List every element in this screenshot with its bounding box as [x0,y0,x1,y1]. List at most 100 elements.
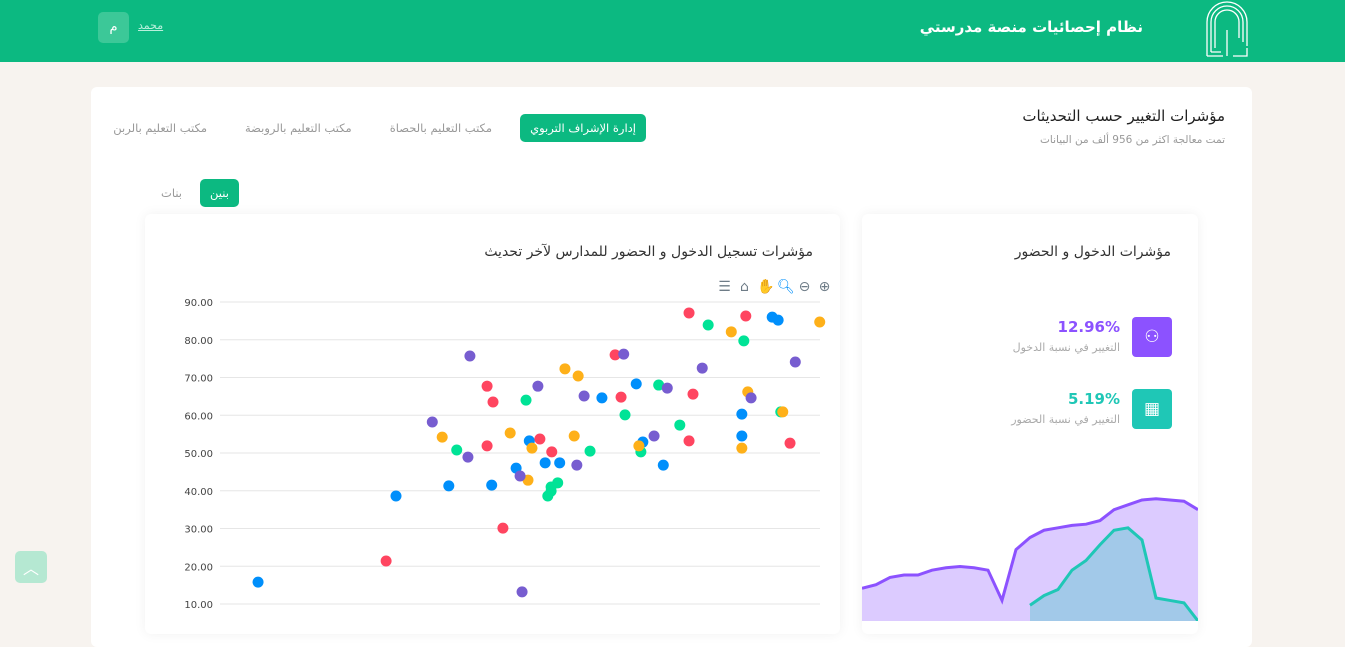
tab-rayn-office[interactable]: مكتب التعليم بالربن [113,121,208,135]
scatter-point[interactable] [596,392,608,404]
scatter-point[interactable] [738,335,750,347]
scatter-point[interactable] [772,314,784,326]
scatter-point[interactable] [462,451,474,463]
scatter-plot: 90.00 80.00 70.00 60.00 50.00 40.00 30.00 20.00… [184,298,826,611]
scatter-point[interactable] [546,446,558,458]
chevron-up-icon: ︿ [22,559,39,578]
scatter-point[interactable] [683,307,695,319]
y-tick-label: 60.00 [184,411,213,422]
scatter-point[interactable] [520,394,532,406]
scatter-point[interactable] [648,430,660,442]
scatter-point[interactable] [814,316,826,328]
scatter-point[interactable] [745,392,757,404]
avatar[interactable]: م [98,12,129,43]
scatter-point[interactable] [696,362,708,374]
menu-icon[interactable]: ☰ [718,279,731,295]
scatter-point[interactable] [481,440,493,452]
pan-icon[interactable]: ✋ [757,279,775,295]
scatter-point[interactable] [674,419,686,431]
scatter-point[interactable] [789,356,801,368]
scatter-point[interactable] [390,490,402,502]
scatter-point[interactable] [571,459,583,471]
scatter-point[interactable] [661,382,673,394]
scatter-point[interactable] [252,576,264,588]
scatter-point[interactable] [657,459,669,471]
scatter-point[interactable] [633,440,645,452]
scatter-point[interactable] [554,457,566,469]
y-tick-label: 90.00 [184,298,213,309]
scatter-point[interactable] [552,477,564,489]
scatter-point[interactable] [618,348,630,360]
scatter-point[interactable] [514,470,526,482]
area-fill [1030,527,1198,621]
scatter-point[interactable] [451,444,463,456]
y-tick-label: 30.00 [184,525,213,536]
tab-rawdha-office[interactable]: مكتب التعليم بالروبضة [245,121,352,135]
scatter-point[interactable] [784,437,796,449]
zoom-in-icon[interactable]: ⊕ [818,279,831,295]
scatter-point[interactable] [702,319,714,331]
scatter-point[interactable] [426,416,438,428]
scatter-point[interactable] [736,442,748,454]
tab-girls[interactable]: بنات [161,186,183,200]
zoom-select-icon[interactable]: 🔍︎ [777,279,795,295]
scroll-top-button[interactable]: ︿ [15,551,47,583]
scatter-point[interactable] [584,445,596,457]
scatter-point[interactable] [736,430,748,442]
scatter-point[interactable] [534,433,546,445]
scatter-point[interactable] [539,457,551,469]
tab-hasa-office[interactable]: مكتب التعليم بالحصاة [389,121,493,135]
area-line [862,497,1198,605]
scatter-point[interactable] [725,326,737,338]
scatter-point[interactable] [630,378,642,390]
scatter-point[interactable] [653,379,665,391]
y-tick-label: 50.00 [184,449,213,460]
y-tick-label: 20.00 [184,562,213,573]
user-name-link[interactable]: محمد [138,19,164,32]
scatter-point[interactable] [572,370,584,382]
scatter-point[interactable] [516,586,528,598]
y-tick-label: 40.00 [184,487,213,498]
tab-boys[interactable]: بنين [200,179,239,207]
scatter-point[interactable] [578,390,590,402]
scatter-point[interactable] [436,431,448,443]
app-title: نظام إحصائيات منصة مدرستي [919,18,1143,36]
y-tick-label: 10.00 [184,600,213,611]
stat-attendance: ▦ 5.19% التغيير في نسبة الحضور [872,389,1172,429]
scatter-point[interactable] [486,479,498,491]
page-title: مؤشرات التغيير حسب التحديثات [1022,107,1225,125]
scatter-point[interactable] [568,430,580,442]
scatter-point[interactable] [487,396,499,408]
scatter-point[interactable] [683,435,695,447]
scatter-point[interactable] [504,427,516,439]
scatter-point[interactable] [559,363,571,375]
stat-label: التغيير في نسبة الدخول [1012,341,1120,354]
y-tick-label: 70.00 [184,374,213,385]
scatter-point[interactable] [619,409,631,421]
scatter-point[interactable] [481,380,493,392]
zoom-out-icon[interactable]: ⊖ [798,279,811,295]
scatter-point[interactable] [464,350,476,362]
scatter-point[interactable] [497,522,509,534]
users-network-icon: ⚇ [1132,317,1172,357]
scatter-point[interactable] [380,555,392,567]
area-line [1029,526,1198,621]
scatter-point[interactable] [615,391,627,403]
scatter-point[interactable] [777,406,789,418]
scatter-point[interactable] [532,380,544,392]
scatter-point[interactable] [736,408,748,420]
scatter-point[interactable] [443,480,455,492]
page-subtitle: تمت معالجة اكثر من 956 ألف من البيانات [1040,134,1225,146]
scatter-point[interactable] [526,442,538,454]
classroom-icon: ▦ [1132,389,1172,429]
top-header: نظام إحصائيات منصة مدرستي م محمد [0,0,1345,62]
scatter-point[interactable] [545,485,557,497]
scatter-point[interactable] [687,388,699,400]
tab-supervision[interactable]: إدارة الإشراف التربوي [520,114,646,142]
stats-card: مؤشرات الدخول و الحضور ⚇ 12.96% التغيير … [862,214,1198,634]
scatter-point[interactable] [609,349,621,361]
y-tick-label: 80.00 [184,336,213,347]
stat-login: ⚇ 12.96% التغيير في نسبة الدخول [872,317,1172,357]
reset-home-icon[interactable]: ⌂ [740,279,749,295]
scatter-point[interactable] [740,310,752,322]
